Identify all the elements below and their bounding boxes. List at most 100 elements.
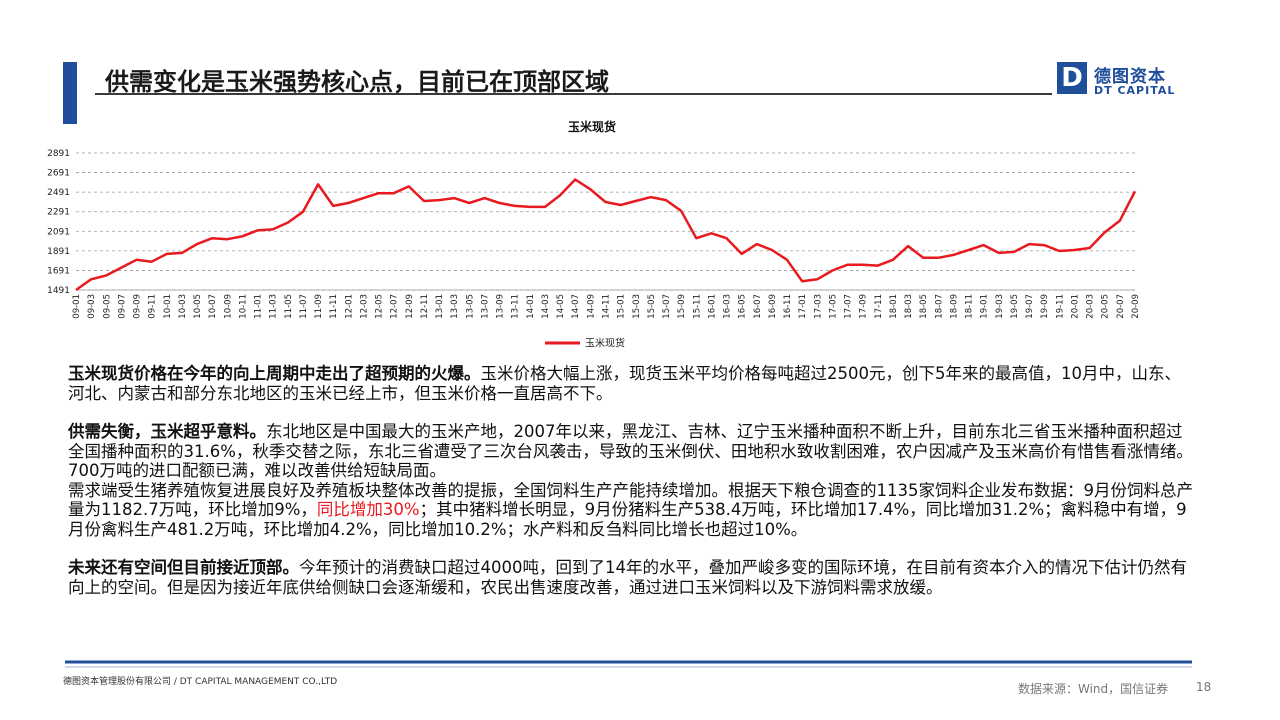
x-tick-label: 13-11	[511, 294, 521, 319]
x-tick-label: 14-07	[571, 294, 581, 319]
x-tick-label: 20-05	[1101, 294, 1111, 319]
x-tick-label: 12-11	[420, 294, 430, 319]
x-tick-label: 13-05	[465, 294, 475, 319]
x-tick-label: 15-03	[632, 294, 642, 319]
x-tick-label: 12-03	[359, 294, 369, 319]
logo-name: 德图资本	[1094, 67, 1166, 87]
x-tick-label: 15-05	[647, 294, 657, 319]
x-tick-label: 09-05	[102, 294, 112, 319]
x-tick-label: 10-07	[208, 294, 218, 319]
x-tick-label: 16-07	[753, 294, 763, 319]
x-tick-label: 15-09	[677, 294, 687, 319]
x-tick-label: 17-01	[798, 294, 808, 319]
x-tick-label: 16-09	[768, 294, 778, 319]
text-run: 需求端受生猪养殖恢复进展良好及养殖板块整体改善的提振，全国饲料生产产能持续增加。…	[68, 480, 1193, 520]
y-tick-label: 2291	[47, 208, 70, 218]
x-tick-label: 10-01	[163, 294, 173, 319]
x-tick-label: 15-01	[617, 294, 627, 319]
footer-company: 德图资本管理股份有限公司 / DT CAPITAL MANAGEMENT CO.…	[63, 677, 338, 687]
page-number: 18	[1196, 680, 1212, 694]
x-tick-label: 15-07	[662, 294, 672, 319]
x-tick-label: 12-07	[390, 294, 400, 319]
y-tick-label: 1691	[47, 266, 70, 276]
x-tick-label: 14-11	[602, 294, 612, 319]
text-run: 玉米价格大幅上涨，现货玉米平均价格每吨超过2500元，创下5年来的最高值，10月…	[68, 364, 1181, 403]
x-tick-label: 09-09	[133, 294, 143, 319]
x-tick-label: 16-03	[723, 294, 733, 319]
x-tick-label: 12-01	[344, 294, 354, 319]
x-tick-label: 18-09	[949, 294, 959, 319]
x-tick-label: 18-11	[965, 294, 975, 319]
x-tick-label: 19-09	[1040, 294, 1050, 319]
slide-title: 供需变化是玉米强势核心点，目前已在顶部区域	[105, 68, 609, 96]
chart-title: 玉米现货	[568, 119, 616, 134]
x-tick-label: 17-07	[844, 294, 854, 319]
x-tick-label: 15-11	[692, 294, 702, 319]
x-tick-label: 13-03	[450, 294, 460, 319]
body-text: 玉米现货价格在今年的向上周期中走出了超预期的火爆。玉米价格大幅上涨，现货玉米平均…	[68, 364, 1193, 597]
y-tick-label: 2691	[47, 169, 70, 179]
paragraph: 供需失衡，玉米超乎意料。东北地区是中国最大的玉米产地，2007年以来，黑龙江、吉…	[68, 422, 1193, 481]
x-tick-label: 14-01	[526, 294, 536, 319]
x-tick-label: 19-07	[1025, 294, 1035, 319]
x-tick-label: 20-09	[1131, 294, 1141, 319]
y-tick-label: 2491	[47, 188, 70, 198]
lead-text: 未来还有空间但目前接近顶部。	[68, 558, 299, 577]
x-tick-label: 18-01	[889, 294, 899, 319]
x-tick-label: 16-11	[783, 294, 793, 319]
x-tick-label: 10-11	[238, 294, 248, 319]
logo-letter: D	[1061, 63, 1083, 93]
logo-mark	[1057, 62, 1087, 94]
text-run: 今年预计的消费缺口超过4000吨，回到了14年的水平，叠加严峻多变的国际环境，在…	[68, 558, 1187, 597]
x-tick-label: 20-03	[1086, 294, 1096, 319]
x-tick-label: 13-09	[496, 294, 506, 319]
text-run: 同比增加30%	[316, 500, 420, 519]
x-tick-label: 18-07	[934, 294, 944, 319]
text-run: 东北地区是中国最大的玉米产地，2007年以来，黑龙江、吉林、辽宁玉米播种面积不断…	[68, 422, 1193, 480]
x-tick-label: 18-03	[904, 294, 914, 319]
x-tick-label: 16-05	[738, 294, 748, 319]
legend-label: 玉米现货	[585, 337, 625, 350]
x-tick-label: 09-01	[72, 294, 82, 319]
x-tick-label: 13-01	[435, 294, 445, 319]
x-tick-label: 17-03	[813, 294, 823, 319]
x-tick-label: 20-07	[1116, 294, 1126, 319]
y-tick-label: 2891	[47, 149, 70, 159]
x-tick-label: 19-01	[980, 294, 990, 319]
x-tick-label: 11-01	[254, 294, 264, 319]
x-tick-label: 14-05	[556, 294, 566, 319]
y-tick-label: 1891	[47, 247, 70, 257]
x-tick-label: 12-09	[405, 294, 415, 319]
paragraph: 需求端受生猪养殖恢复进展良好及养殖板块整体改善的提振，全国饲料生产产能持续增加。…	[68, 481, 1193, 540]
x-tick-label: 14-09	[586, 294, 596, 319]
x-tick-label: 17-05	[828, 294, 838, 319]
accent-bar	[63, 62, 77, 124]
line-series	[75, 178, 1137, 292]
y-tick-label: 1491	[47, 286, 70, 296]
x-tick-label: 12-05	[375, 294, 385, 319]
x-tick-label: 19-11	[1055, 294, 1065, 319]
x-tick-label: 14-03	[541, 294, 551, 319]
x-tick-label: 16-01	[707, 294, 717, 319]
paragraph: 未来还有空间但目前接近顶部。今年预计的消费缺口超过4000吨，回到了14年的水平…	[68, 558, 1193, 597]
x-tick-label: 11-07	[299, 294, 309, 319]
x-tick-label: 10-03	[178, 294, 188, 319]
text-run: ；其中猪料增长明显，9月份猪料生产538.4万吨，环比增加17.4%，同比增加3…	[68, 500, 1187, 539]
x-tick-label: 11-11	[329, 294, 339, 319]
x-tick-label: 11-05	[284, 294, 294, 319]
x-tick-label: 11-09	[314, 294, 324, 319]
x-tick-label: 17-09	[859, 294, 869, 319]
x-tick-label: 10-05	[193, 294, 203, 319]
x-tick-label: 17-11	[874, 294, 884, 319]
x-tick-label: 09-07	[117, 294, 127, 319]
y-tick-label: 2091	[47, 227, 70, 237]
lead-text: 供需失衡，玉米超乎意料。	[68, 422, 266, 441]
x-tick-label: 09-03	[87, 294, 97, 319]
logo-sub: DT CAPITAL	[1094, 84, 1176, 97]
x-tick-label: 20-01	[1070, 294, 1080, 319]
x-tick-label: 18-05	[919, 294, 929, 319]
paragraph: 玉米现货价格在今年的向上周期中走出了超预期的火爆。玉米价格大幅上涨，现货玉米平均…	[68, 364, 1193, 403]
x-tick-label: 10-09	[223, 294, 233, 319]
